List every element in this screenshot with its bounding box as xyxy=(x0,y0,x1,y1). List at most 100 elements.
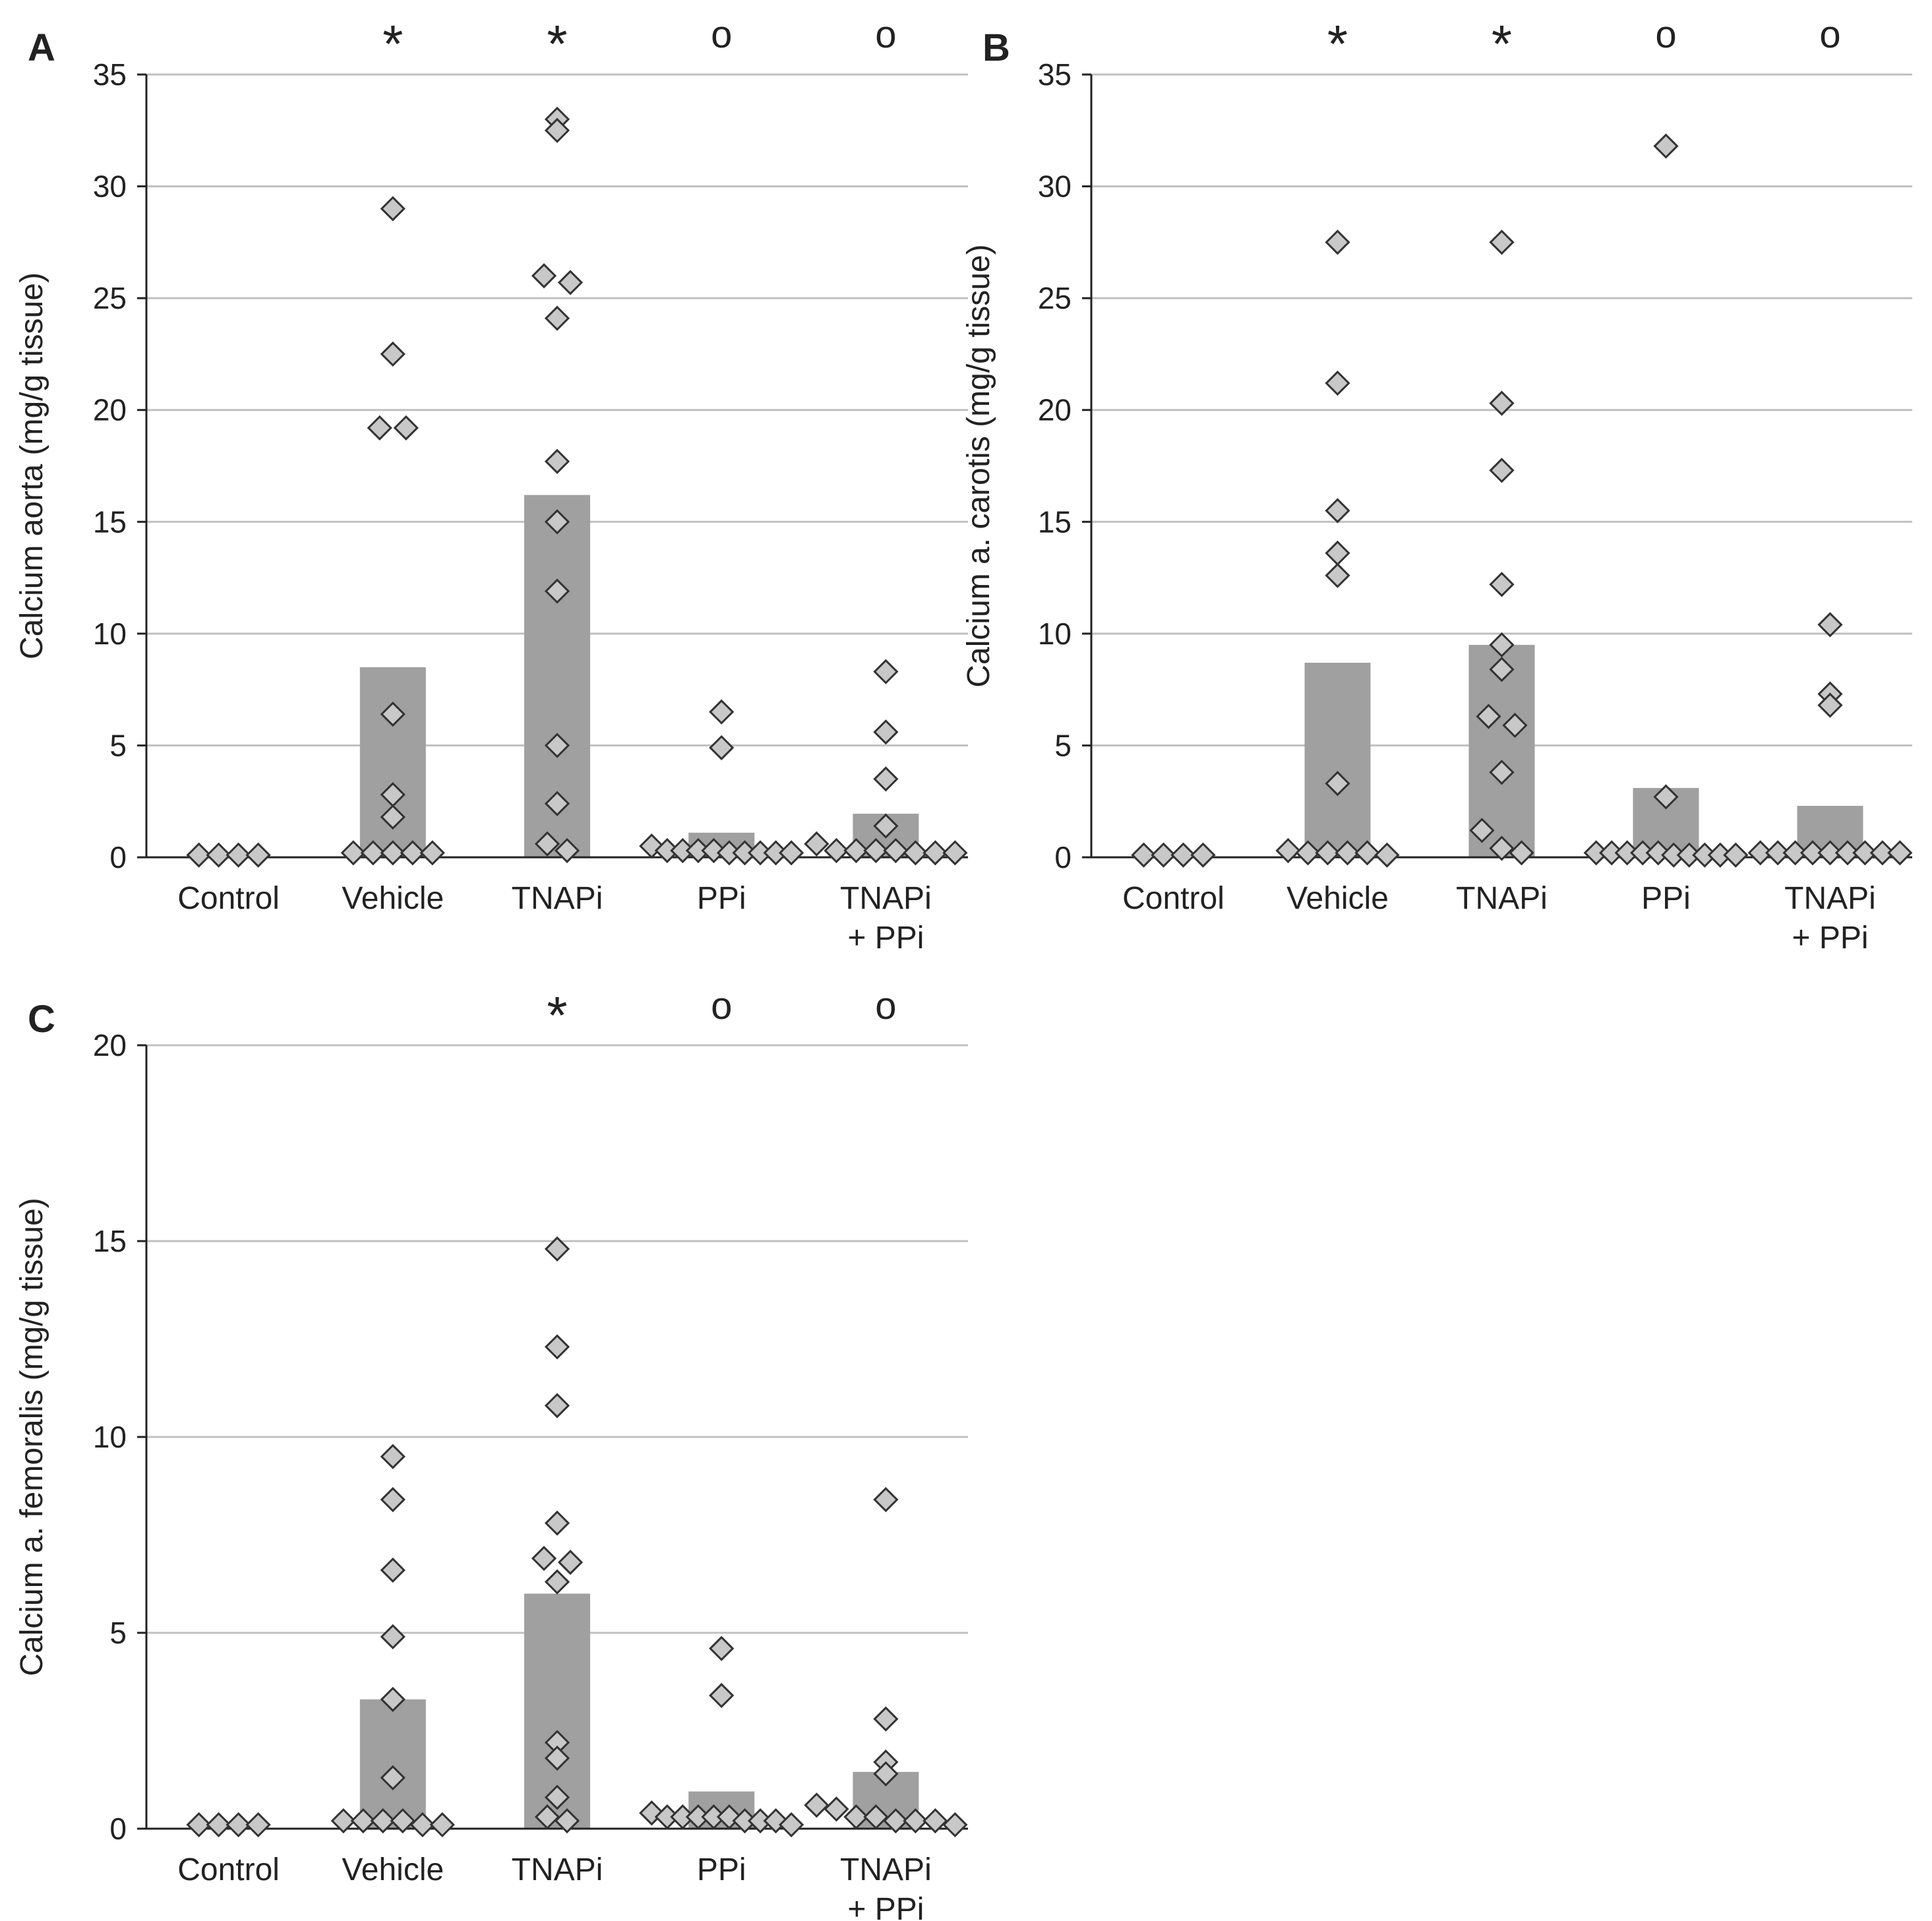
category-label: TNAPi xyxy=(1456,881,1548,916)
data-point xyxy=(380,341,406,367)
data-point xyxy=(709,1635,735,1661)
data-point xyxy=(1374,842,1400,868)
data-point xyxy=(534,831,560,857)
category-label: Control xyxy=(1122,881,1224,916)
data-point xyxy=(1325,563,1350,588)
data-point xyxy=(409,1812,435,1838)
data-point xyxy=(554,838,580,863)
data-point xyxy=(1852,840,1878,866)
data-point xyxy=(557,1549,584,1575)
y-axis-label: Calcium aorta (mg/g tissue) xyxy=(15,272,49,659)
y-tick-label: 5 xyxy=(109,728,127,762)
category-label: + PPi xyxy=(847,921,924,956)
data-point xyxy=(1887,840,1913,866)
significance-mark: o xyxy=(711,13,732,56)
y-tick-label: 10 xyxy=(93,617,127,651)
data-point xyxy=(1782,840,1808,866)
data-point xyxy=(380,1557,406,1583)
data-point xyxy=(1469,818,1495,843)
y-tick-label: 20 xyxy=(93,393,127,427)
data-point xyxy=(701,838,727,863)
data-point xyxy=(531,1546,557,1571)
data-point xyxy=(544,578,570,604)
data-point xyxy=(367,415,392,441)
panel-b: 0 5 10 15 20 25 30 35 Calcium a. carotis (mg/g t… xyxy=(961,13,1913,956)
data-point xyxy=(531,263,557,289)
data-point xyxy=(534,1804,560,1830)
data-point xyxy=(557,270,584,295)
data-point xyxy=(1170,842,1196,868)
data-point xyxy=(778,1812,804,1838)
data-point xyxy=(863,1804,889,1830)
data-point xyxy=(544,1393,570,1418)
panel-c: 0 5 10 15 20 Calcium a. femoralis (mg/g tissu… xyxy=(15,985,968,1921)
category-label: Vehicle xyxy=(342,881,444,916)
data-point xyxy=(544,791,570,816)
category-label: PPi xyxy=(697,1852,746,1887)
data-point xyxy=(1131,842,1157,868)
data-point xyxy=(804,831,830,857)
data-point xyxy=(380,196,406,222)
data-point xyxy=(1489,836,1515,861)
category-label: TNAPi xyxy=(512,1852,603,1887)
data-point xyxy=(206,842,231,868)
data-point xyxy=(544,1334,570,1360)
y-tick-label: 15 xyxy=(93,504,127,539)
data-point xyxy=(804,1792,830,1818)
data-point xyxy=(1295,840,1321,866)
data-point xyxy=(206,1812,231,1838)
data-point xyxy=(1325,229,1350,255)
y-tick-label: 20 xyxy=(1038,393,1072,427)
data-point xyxy=(380,840,406,866)
data-point xyxy=(873,659,899,685)
data-point xyxy=(1653,133,1679,159)
data-point xyxy=(1817,840,1843,866)
data-point xyxy=(380,1686,406,1713)
data-point xyxy=(1489,390,1515,416)
bar xyxy=(1304,662,1371,857)
y-tick-label: 30 xyxy=(93,169,127,204)
category-label: Control xyxy=(177,1852,280,1887)
data-point xyxy=(863,838,889,863)
data-point xyxy=(1502,712,1528,739)
data-point xyxy=(393,415,419,441)
data-point xyxy=(1151,842,1176,868)
data-point xyxy=(1275,838,1301,863)
data-point xyxy=(1723,842,1749,868)
data-point xyxy=(554,1808,580,1834)
data-point xyxy=(709,699,735,725)
data-point xyxy=(245,1812,271,1838)
data-point xyxy=(544,1569,570,1595)
data-point xyxy=(843,1804,869,1830)
data-point xyxy=(903,840,928,866)
y-tick-label: 25 xyxy=(1038,281,1072,315)
y-tick-label: 0 xyxy=(1054,840,1072,874)
data-point xyxy=(544,1510,570,1536)
data-point xyxy=(922,1808,948,1834)
data-point xyxy=(1489,760,1515,785)
y-axis-label: Calcium a. femoralis (mg/g tissue) xyxy=(15,1198,49,1676)
category-label: TNAPi xyxy=(840,1852,932,1887)
significance-mark: * xyxy=(382,15,403,73)
data-point xyxy=(1509,840,1534,866)
data-point xyxy=(843,838,869,863)
y-tick-label: 20 xyxy=(93,1028,127,1062)
significance-mark: * xyxy=(547,986,567,1045)
category-label: PPi xyxy=(697,881,746,916)
y-axis-label: Calcium a. carotis (mg/g tissue) xyxy=(961,244,996,687)
category-label: Vehicle xyxy=(1286,881,1389,916)
data-point xyxy=(380,1444,406,1469)
data-point xyxy=(778,840,804,866)
data-point xyxy=(1653,784,1679,810)
category-label: PPi xyxy=(1641,881,1691,916)
data-point xyxy=(873,1761,899,1786)
category-label: Control xyxy=(177,881,280,916)
y-tick-label: 15 xyxy=(93,1224,127,1258)
panel-letter: A xyxy=(28,26,55,69)
data-point xyxy=(226,1812,251,1838)
data-point xyxy=(1354,840,1380,866)
data-point xyxy=(350,1808,376,1834)
data-point xyxy=(1335,840,1360,866)
data-point xyxy=(380,1624,406,1650)
y-tick-label: 5 xyxy=(1054,728,1072,762)
